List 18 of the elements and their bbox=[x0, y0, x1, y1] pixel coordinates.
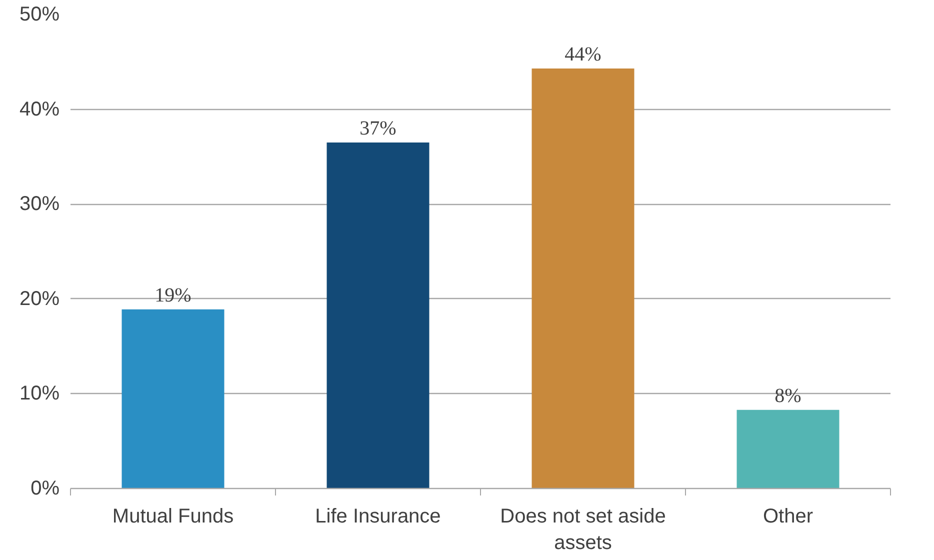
y-tick-label: 30% bbox=[19, 193, 60, 216]
y-tick-label: 0% bbox=[30, 478, 60, 500]
bar bbox=[326, 142, 430, 488]
y-tick-label: 50% bbox=[19, 4, 60, 26]
x-tick-label: Life Insurance bbox=[315, 506, 441, 528]
y-tick-label: 10% bbox=[19, 382, 60, 405]
bar bbox=[532, 68, 634, 488]
y-tick-label: 20% bbox=[19, 288, 60, 310]
data-label: 44% bbox=[564, 44, 602, 66]
data-label: 37% bbox=[360, 117, 396, 140]
data-label: 8% bbox=[774, 384, 802, 407]
bar bbox=[122, 309, 224, 488]
x-tick-label: Mutual Funds bbox=[112, 506, 234, 528]
x-tick-label: Does not set aside assets bbox=[500, 506, 666, 554]
data-label: 19% bbox=[154, 284, 192, 306]
bar bbox=[736, 410, 840, 488]
y-tick-label: 40% bbox=[19, 98, 60, 120]
x-tick-label: Other bbox=[762, 506, 814, 528]
